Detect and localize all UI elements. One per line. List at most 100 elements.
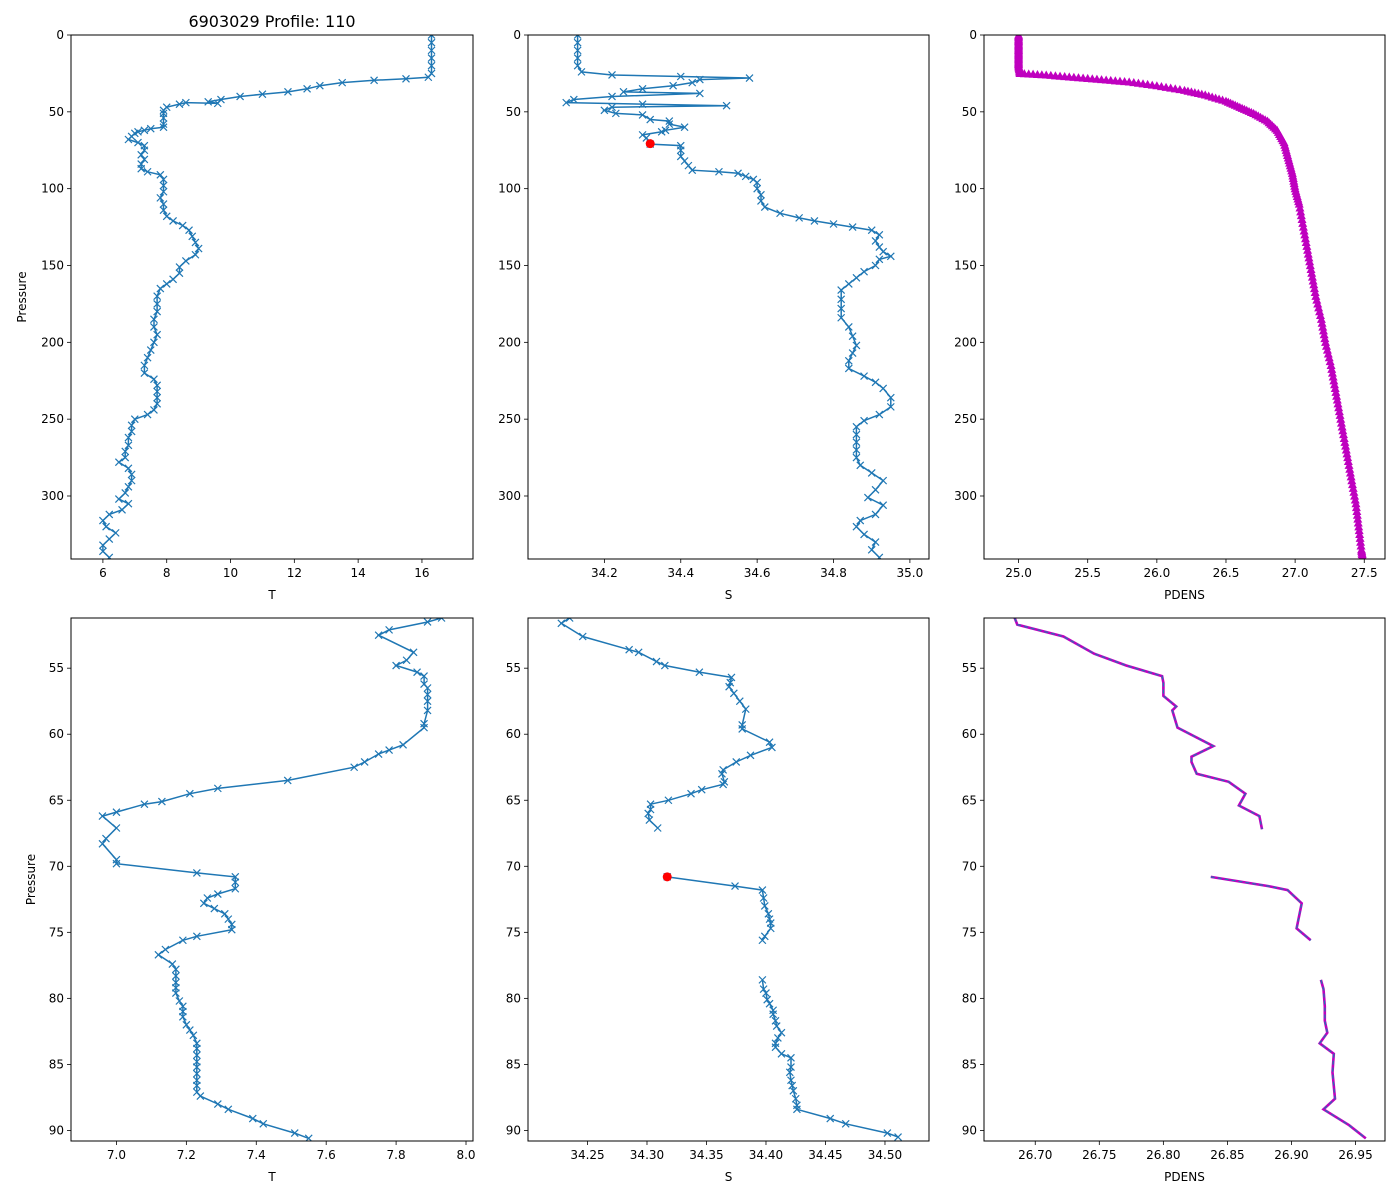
x-marker: [791, 1094, 800, 1103]
y-axis-label: Pressure: [24, 854, 38, 905]
x-marker: [423, 684, 432, 692]
x-marker: [420, 723, 428, 732]
x-marker: [175, 997, 184, 1005]
x-marker: [213, 784, 222, 793]
x-marker: [792, 1105, 801, 1114]
x-tick-label: 34.40: [749, 1148, 783, 1162]
x-tick-label: 6: [99, 566, 107, 580]
x-tick-label: 7.4: [247, 1148, 266, 1162]
x-marker: [608, 103, 616, 112]
y-tick-label: 200: [954, 335, 977, 349]
x-marker: [745, 74, 754, 82]
x-marker: [196, 1092, 205, 1101]
x-marker: [143, 353, 152, 362]
x-marker: [758, 886, 767, 894]
x-tick-label: 12: [287, 566, 302, 580]
x-marker: [204, 97, 213, 106]
plot-area: [557, 618, 902, 1141]
x-marker: [676, 72, 685, 81]
x-marker: [773, 1034, 782, 1042]
x-marker: [385, 625, 394, 634]
y-tick-label: 300: [954, 489, 977, 503]
x-marker: [182, 1020, 191, 1029]
x-marker: [762, 989, 770, 998]
plot-area: [98, 618, 446, 1141]
x-marker: [875, 230, 884, 239]
triangle-marker: [1352, 510, 1362, 519]
x-marker: [638, 100, 647, 109]
triangle-marker: [1318, 322, 1328, 331]
x-marker: [860, 267, 869, 276]
x-marker: [665, 117, 674, 125]
triangle-marker: [1299, 226, 1309, 235]
triangle-marker: [1340, 437, 1350, 446]
x-marker: [777, 1049, 786, 1058]
x-marker: [159, 114, 168, 122]
x-marker: [646, 805, 655, 814]
triangle-marker: [1307, 272, 1317, 281]
x-marker: [231, 878, 240, 887]
x-marker: [338, 78, 347, 87]
x-marker: [735, 697, 744, 706]
x-marker: [608, 71, 616, 79]
triangle-marker: [1313, 299, 1323, 308]
x-axis-label: PDENS: [1164, 1170, 1205, 1184]
x-marker: [156, 193, 165, 202]
triangle-marker: [1345, 464, 1355, 473]
y-tick-label: 60: [962, 727, 977, 741]
triangle-marker: [1328, 372, 1338, 381]
x-marker: [871, 261, 880, 270]
triangle-marker: [1352, 506, 1362, 515]
x-marker: [102, 522, 111, 531]
x-marker: [844, 280, 853, 288]
x-marker: [213, 890, 222, 898]
x-marker: [98, 547, 107, 556]
x-marker: [886, 252, 895, 261]
triangle-marker: [1343, 456, 1353, 466]
x-tick-label: 27.0: [1282, 566, 1309, 580]
x-marker: [427, 46, 436, 55]
x-marker: [795, 213, 804, 222]
x-marker: [844, 356, 853, 365]
x-marker: [153, 387, 162, 396]
y-tick-label: 0: [513, 28, 521, 42]
x-marker: [680, 123, 689, 132]
y-tick-label: 0: [969, 28, 977, 42]
x-tick-label: 14: [351, 566, 366, 580]
x-marker: [875, 553, 884, 559]
x-marker: [157, 797, 166, 806]
x-marker: [848, 332, 857, 341]
triangle-marker: [1295, 203, 1305, 212]
triangle-marker: [1324, 353, 1334, 362]
panel-bottom-t: 7.0 7.2 7.4 7.6 7.8 8.0 55 60 65 70 75 80 85 90 T Press…: [24, 617, 476, 1184]
x-marker: [402, 656, 411, 665]
plot-area: [1013, 618, 1367, 1140]
x-marker: [657, 127, 666, 136]
x-marker: [153, 381, 162, 390]
x-marker: [646, 115, 655, 124]
triangle-marker: [1300, 230, 1310, 239]
x-marker: [619, 87, 628, 96]
x-marker: [154, 950, 163, 959]
triangle-marker: [1310, 287, 1320, 296]
x-marker: [159, 187, 168, 196]
x-marker: [871, 538, 880, 547]
x-marker: [112, 859, 121, 868]
triangle-marker: [1300, 234, 1310, 243]
x-marker: [573, 54, 582, 62]
x-marker: [114, 495, 123, 503]
x-marker: [844, 364, 853, 373]
x-marker: [159, 106, 168, 115]
x-marker: [852, 453, 861, 462]
x-marker: [644, 809, 653, 818]
x-marker: [852, 438, 861, 447]
x-marker: [143, 167, 152, 176]
x-tick-label: 8: [163, 566, 171, 580]
x-marker: [220, 909, 229, 918]
triangle-marker: [1290, 181, 1300, 190]
x-marker: [741, 705, 750, 714]
x-marker: [625, 645, 634, 654]
x-marker: [350, 763, 359, 772]
x-marker: [171, 965, 180, 974]
triangle-marker: [1341, 441, 1351, 450]
